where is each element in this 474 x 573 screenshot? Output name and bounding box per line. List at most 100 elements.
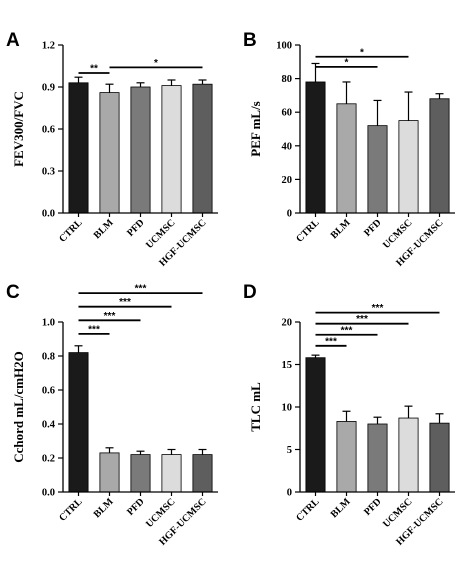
significance-label: *: [154, 58, 158, 69]
x-tick-label: BLM: [329, 496, 353, 520]
x-tick-label: BLM: [92, 496, 116, 520]
bar-hgf-ucmsc: [429, 422, 450, 493]
bar-hgf-ucmsc: [192, 454, 213, 493]
error-bar: [167, 79, 176, 86]
bar-pfd: [130, 454, 151, 493]
error-bar: [373, 99, 382, 126]
y-tick-label: 0.3: [42, 167, 55, 178]
significance-label: **: [90, 64, 98, 75]
y-axis-label: PEF mL/s: [248, 101, 263, 157]
y-tick-label: 0.2: [42, 454, 55, 465]
y-axis-label: FEV300/FVC: [11, 91, 26, 167]
error-bar: [311, 354, 320, 358]
y-tick-label: 0: [287, 488, 292, 499]
error-bar: [105, 447, 114, 453]
bar-ctrl: [68, 352, 89, 493]
y-tick-label: 0.6: [42, 125, 55, 136]
bar-pfd: [130, 86, 151, 214]
y-tick-label: 100: [276, 41, 292, 52]
significance-label: *: [345, 57, 349, 68]
bar-ucmsc: [398, 417, 419, 493]
x-tick-label: BLM: [92, 217, 116, 241]
error-bar: [167, 448, 176, 455]
error-bar: [435, 413, 444, 424]
bar-blm: [99, 452, 120, 493]
significance-label: ***: [104, 311, 116, 322]
error-bar: [373, 416, 382, 424]
x-tick-label: PFD: [125, 217, 147, 239]
error-bar: [74, 345, 83, 353]
y-tick-label: 60: [282, 108, 293, 119]
significance-label: ***: [119, 297, 131, 308]
bar-ucmsc: [161, 454, 182, 493]
error-bar: [435, 93, 444, 99]
x-tick-label: PFD: [125, 496, 147, 518]
significance-label: ***: [325, 336, 337, 347]
y-tick-label: 0.4: [42, 420, 56, 431]
significance-label: *: [360, 47, 364, 58]
bar-blm: [336, 421, 357, 493]
significance-bracket: ***: [315, 314, 409, 325]
bar-pfd: [367, 423, 388, 493]
x-tick-label: PFD: [362, 217, 384, 239]
error-bar: [404, 405, 413, 419]
panel-letter: A: [6, 30, 20, 51]
bar-blm: [336, 103, 357, 214]
y-tick-label: 1.2: [42, 41, 55, 52]
bar-hgf-ucmsc: [429, 98, 450, 214]
bar-pfd: [367, 125, 388, 214]
y-tick-label: 0.0: [42, 209, 55, 220]
y-tick-label: 0.8: [42, 352, 55, 363]
panel-letter: C: [6, 282, 20, 303]
y-axis-label: TLC mL: [248, 382, 263, 432]
y-tick-label: 20: [282, 175, 293, 186]
significance-bracket: *: [109, 58, 203, 69]
significance-label: ***: [135, 284, 147, 295]
significance-bracket: ***: [78, 324, 110, 335]
significance-bracket: ***: [78, 297, 172, 308]
significance-bracket: **: [78, 64, 110, 75]
panel-letter: B: [243, 30, 257, 51]
bar-ucmsc: [398, 120, 419, 214]
error-bar: [105, 83, 114, 93]
error-bar: [136, 450, 145, 455]
significance-label: ***: [88, 324, 100, 335]
x-tick-label: CTRL: [57, 217, 85, 245]
bar-hgf-ucmsc: [192, 83, 213, 214]
x-tick-label: BLM: [329, 217, 353, 241]
error-bar: [136, 82, 145, 87]
significance-bracket: ***: [315, 325, 378, 336]
bar-ctrl: [68, 82, 89, 214]
y-tick-label: 10: [282, 403, 293, 414]
y-axis-label: Cchord mL/cmH2O: [11, 351, 26, 463]
significance-label: ***: [372, 303, 384, 314]
x-tick-label: CTRL: [294, 496, 322, 524]
y-tick-label: 15: [282, 360, 293, 371]
significance-label: ***: [341, 325, 353, 336]
significance-bracket: *: [315, 57, 378, 68]
y-tick-label: 0.0: [42, 488, 55, 499]
significance-bracket: ***: [315, 336, 347, 347]
y-tick-label: 1.0: [42, 318, 55, 329]
significance-bracket: ***: [315, 303, 440, 314]
y-tick-label: 40: [282, 141, 293, 152]
y-tick-label: 80: [282, 74, 293, 85]
y-tick-label: 0: [287, 209, 292, 220]
significance-label: ***: [356, 314, 368, 325]
bar-ctrl: [305, 81, 326, 214]
significance-bracket: *: [315, 47, 409, 58]
significance-bracket: ***: [78, 284, 203, 295]
bar-ctrl: [305, 357, 326, 493]
error-bar: [198, 448, 207, 455]
x-tick-label: PFD: [362, 496, 384, 518]
x-tick-label: CTRL: [57, 496, 85, 524]
panel-letter: D: [243, 282, 257, 303]
error-bar: [404, 91, 413, 121]
error-bar: [198, 79, 207, 85]
bar-ucmsc: [161, 85, 182, 214]
y-tick-label: 0.9: [42, 83, 55, 94]
bar-blm: [99, 92, 120, 214]
